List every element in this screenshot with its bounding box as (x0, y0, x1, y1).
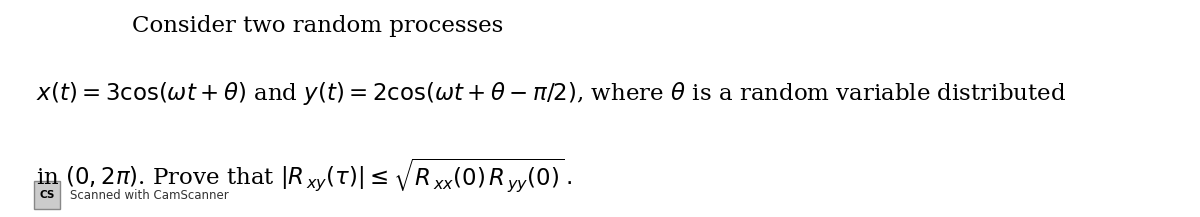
Text: Consider two random processes: Consider two random processes (132, 15, 504, 37)
FancyBboxPatch shape (34, 181, 60, 209)
Text: CS: CS (40, 190, 54, 200)
Text: in $(0,2\pi)$. Prove that $|R_{\,xy}(\tau)|\leq\sqrt{R_{\,xx}(0)\,R_{\,yy}(0)}\,: in $(0,2\pi)$. Prove that $|R_{\,xy}(\ta… (36, 156, 572, 194)
Text: $x(t) = 3\cos(\omega t+\theta)$ and $y(t) = 2\cos(\omega t+\theta-\pi/2)$, where: $x(t) = 3\cos(\omega t+\theta)$ and $y(t… (36, 80, 1066, 107)
Text: Scanned with CamScanner: Scanned with CamScanner (70, 189, 228, 202)
